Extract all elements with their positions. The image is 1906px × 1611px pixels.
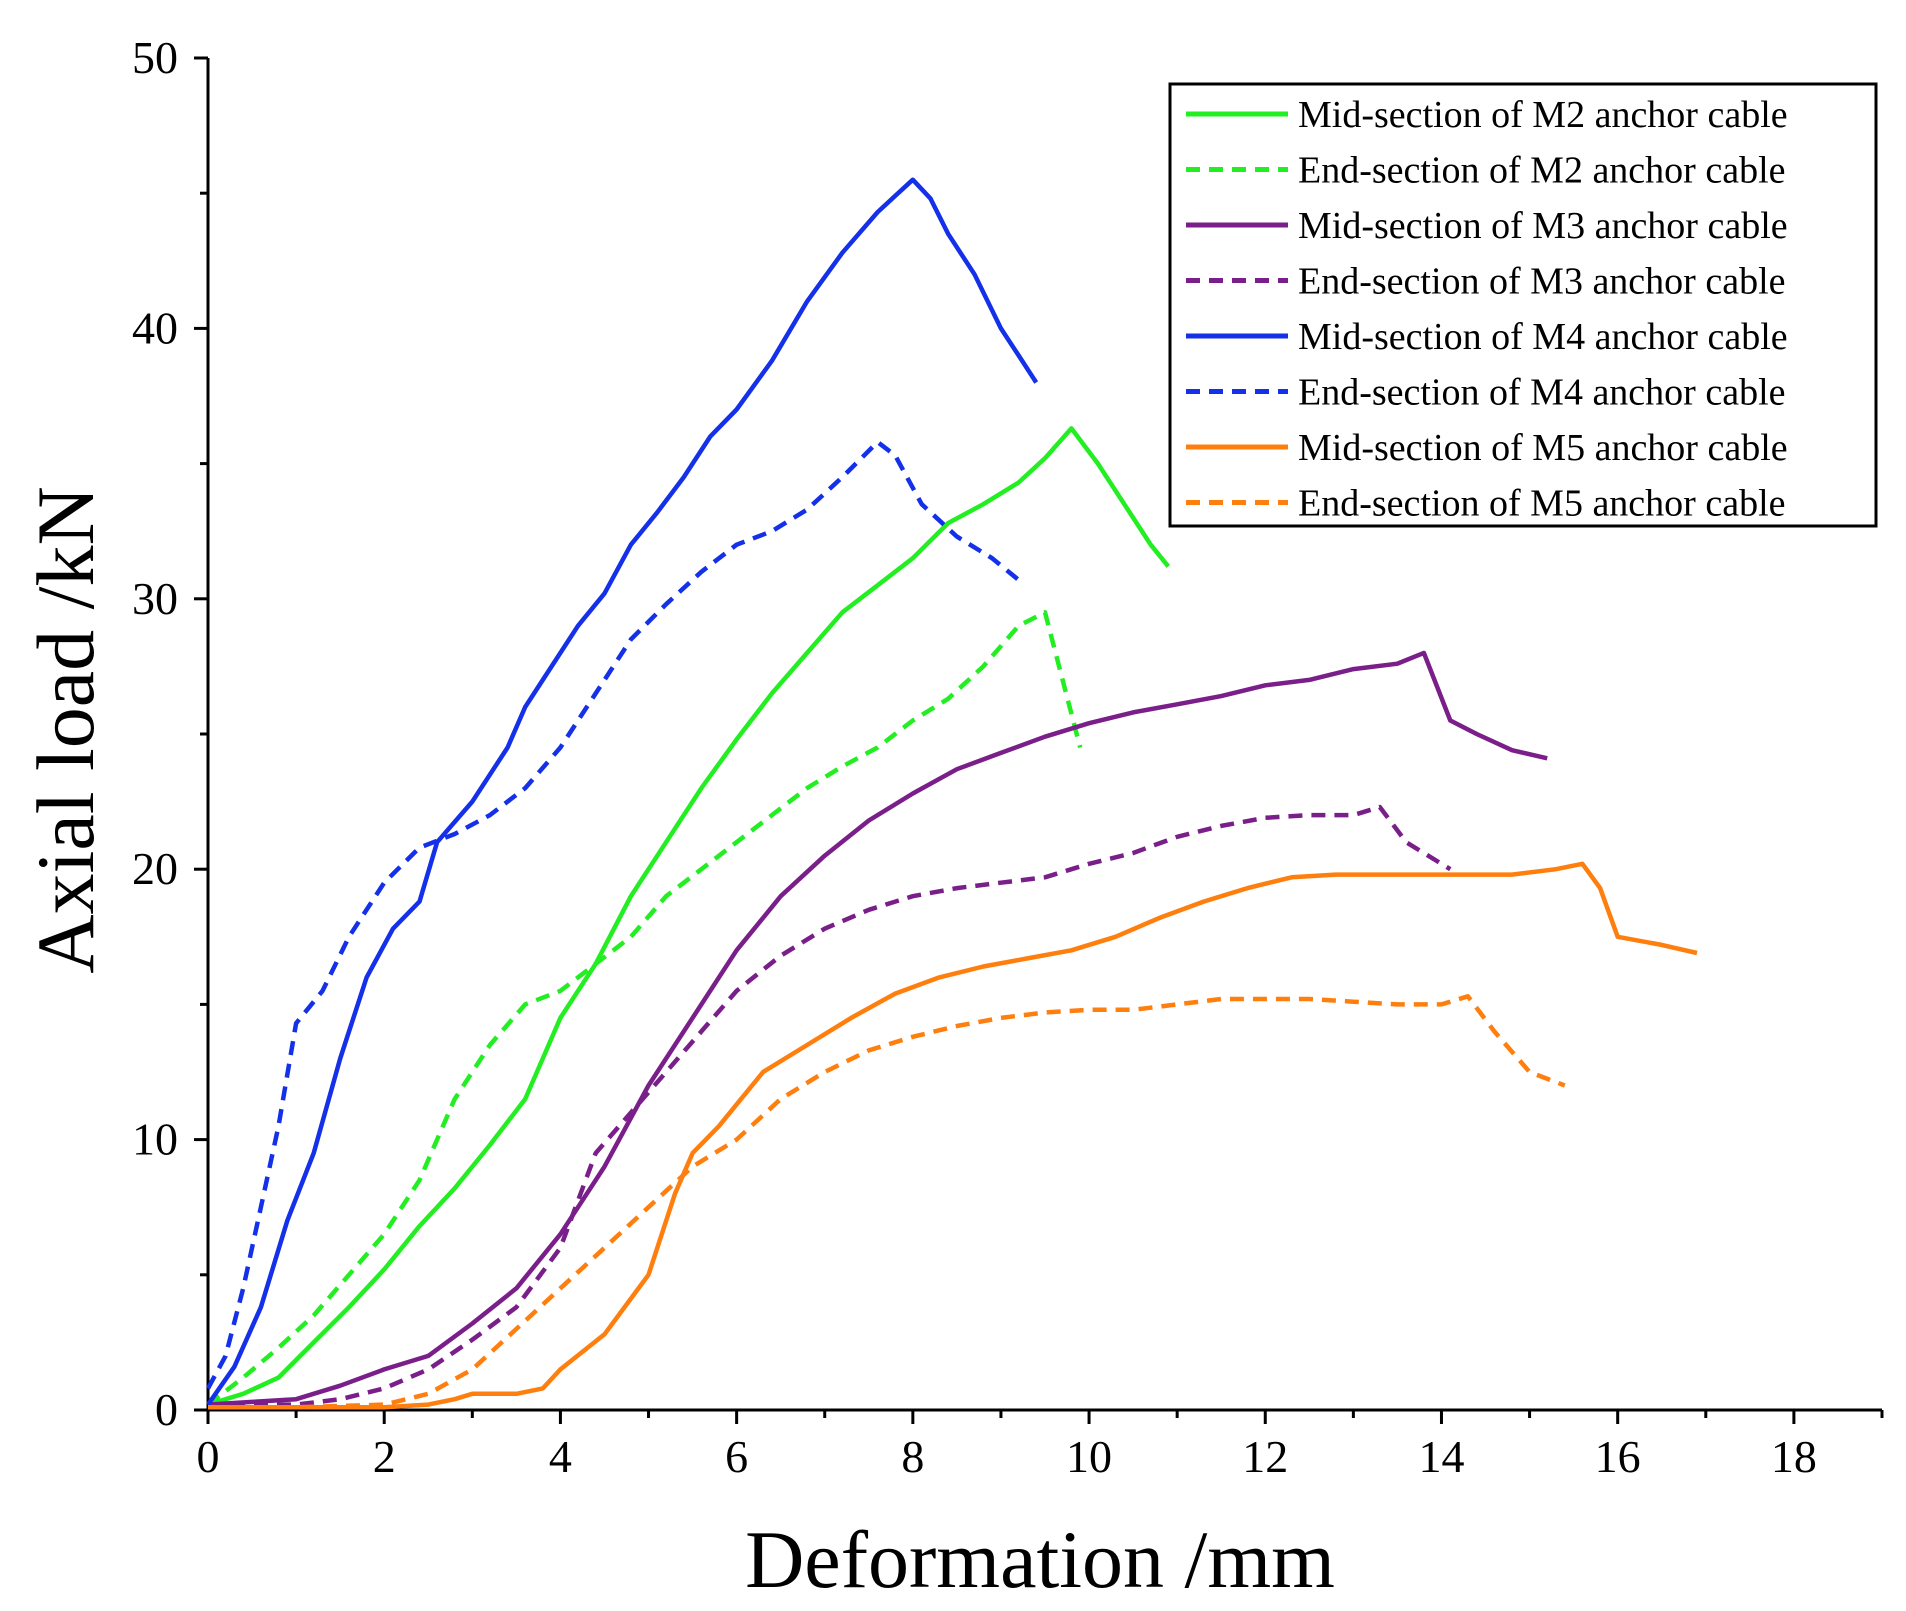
legend-label: Mid-section of M5 anchor cable: [1298, 427, 1788, 469]
legend-items: Mid-section of M2 anchor cable End-sectio…: [1186, 94, 1788, 525]
legend-label: End-section of M2 anchor cable: [1298, 150, 1786, 192]
x-tick-label: 14: [1418, 1431, 1464, 1482]
legend-label: End-section of M4 anchor cable: [1298, 372, 1786, 414]
x-tick-label: 16: [1595, 1431, 1641, 1482]
legend-label: End-section of M5 anchor cable: [1298, 483, 1786, 525]
x-tick-label: 0: [197, 1431, 220, 1482]
series-line-4: [208, 804, 1452, 1407]
y-tick-label: 40: [132, 302, 178, 353]
x-tick-label: 12: [1242, 1431, 1288, 1482]
x-axis-title: Deformation /mm: [745, 1514, 1335, 1605]
y-axis-title: Axial load /kN: [20, 486, 111, 973]
series-line-6: [206, 439, 1021, 1390]
legend-label: Mid-section of M3 anchor cable: [1298, 205, 1788, 247]
x-tick-label: 8: [901, 1431, 924, 1482]
plot-area: 0 2 4 6 8 10 12 14 16 18 0 10 20 30 40 50: [132, 32, 1884, 1482]
series-line-2: [206, 610, 1083, 1407]
legend-label: Mid-section of M4 anchor cable: [1298, 316, 1788, 358]
y-tick-label: 50: [132, 32, 178, 83]
y-tick-label: 30: [132, 573, 178, 624]
legend-label: End-section of M3 anchor cable: [1298, 261, 1786, 303]
y-tick-label: 10: [132, 1114, 178, 1165]
x-tick-label: 10: [1066, 1431, 1112, 1482]
x-tick-label: 6: [725, 1431, 748, 1482]
legend-label: Mid-section of M2 anchor cable: [1298, 94, 1788, 136]
legend: Mid-section of M2 anchor cable End-sectio…: [1168, 82, 1878, 528]
x-tick-label: 2: [373, 1431, 396, 1482]
axis-ticks: 0 2 4 6 8 10 12 14 16 18 0 10 20 30 40 50: [132, 32, 1884, 1482]
series-line-1: [207, 426, 1171, 1407]
series-line-5: [206, 177, 1039, 1406]
series-line-7: [208, 861, 1698, 1410]
legend-box: [1168, 82, 1878, 528]
series-line-3: [207, 650, 1548, 1407]
x-tick-label: 18: [1771, 1431, 1817, 1482]
x-tick-label: 4: [549, 1431, 572, 1482]
series-line-8: [208, 994, 1566, 1410]
y-tick-label: 0: [155, 1384, 178, 1435]
y-tick-label: 20: [132, 843, 178, 894]
series-layer: [206, 177, 1698, 1410]
